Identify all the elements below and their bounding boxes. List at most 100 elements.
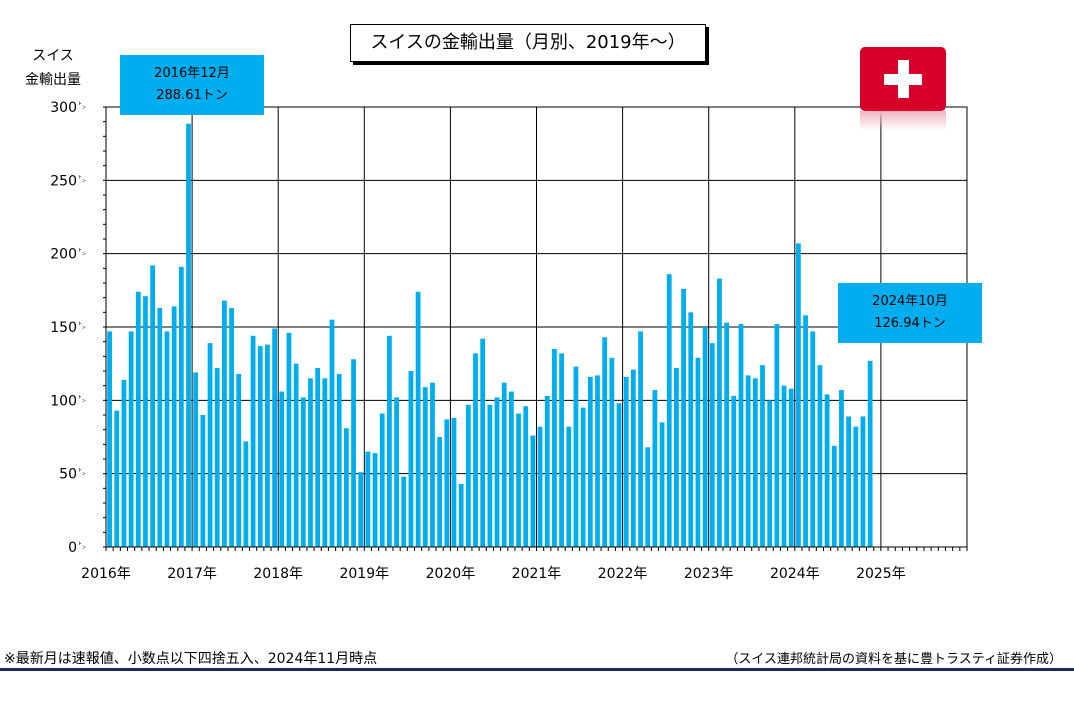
bar [702,327,708,547]
bar [623,376,629,547]
bar [214,368,220,547]
bar [458,483,464,547]
bar [178,266,184,547]
bar [530,435,536,547]
x-tick-label: 2025年 [856,566,906,582]
callout-latest-date: 2024年10月 [872,294,948,309]
bar [401,476,407,547]
bar [157,307,163,547]
callout-latest-value: 126.94トン [874,316,946,331]
bar [509,391,514,547]
bar [731,395,737,547]
bar [839,390,844,547]
bar [544,395,550,547]
bar [630,369,636,547]
source-note: （スイス連邦統計局の資料を基に豊トラスティ証券作成） [725,652,1062,667]
y-tick-unit: ㌧ [78,321,86,330]
bar [803,315,808,547]
bar [250,335,256,547]
bar [150,265,156,547]
bar [315,368,321,547]
bar [372,453,378,547]
callout-peak-value: 288.61トン [156,88,228,103]
flag-reflection [860,111,946,131]
bar [831,445,837,547]
bar [437,437,443,547]
bar [609,357,615,547]
bar [846,416,851,547]
y-tick-unit: ㌧ [78,101,86,110]
bottom-rule [0,668,1074,671]
bar [279,391,285,547]
bar [236,373,242,547]
bar [171,306,177,547]
bar [738,324,744,547]
callout-latest-2024-10: 2024年10月 126.94トン [838,283,982,343]
bar [394,397,399,547]
bar [143,296,148,547]
flag-cross-vertical [898,60,909,98]
bar [207,343,213,547]
bar [781,385,787,547]
bar [379,413,385,547]
bar [824,394,830,547]
bar [760,365,765,547]
bar [796,243,801,547]
bar [107,331,112,547]
bar [674,368,679,547]
bar [135,291,141,547]
x-tick-label: 2017年 [167,566,217,582]
bar [480,338,486,547]
bar [387,335,392,547]
bar [336,373,342,547]
bar [666,274,672,547]
y-axis-title: スイス 金輸出量 [18,44,88,92]
bar [817,365,823,547]
bar [308,378,313,547]
bar [788,388,794,547]
bar [243,441,249,547]
y-tick-unit: ㌧ [78,468,86,477]
bar [329,319,335,547]
bar [767,400,773,547]
bar [408,371,414,547]
swiss-flag-icon [860,47,946,111]
bar [164,331,170,547]
bar [616,403,622,547]
bar [114,410,120,547]
bar [688,312,694,547]
bar [272,328,277,547]
y-tick-label: 200 [50,247,77,263]
bar [257,346,263,547]
y-tick-unit: ㌧ [78,394,86,403]
bar [566,426,572,547]
callout-peak-date: 2016年12月 [154,66,230,81]
bar [810,331,816,547]
chart-title: スイスの金輸出量（月別、2019年～） [350,24,706,62]
y-tick-label: 300 [50,100,77,116]
bar [573,366,579,547]
x-tick-label: 2016年 [81,566,131,582]
y-axis-title-line1: スイス [32,48,74,64]
y-tick-label: 0 [68,540,77,556]
bar [580,407,586,547]
bar [523,406,529,547]
bar [602,337,608,547]
bar [186,123,191,548]
bar [494,397,500,547]
x-tick-label: 2024年 [770,566,820,582]
bar [128,331,134,547]
y-tick-label: 100 [50,393,77,409]
y-tick-unit: ㌧ [78,174,86,183]
bar [293,363,299,547]
bar [587,376,593,547]
bar [552,349,557,547]
bar [516,413,521,547]
bar [365,451,371,547]
bar [193,372,199,547]
x-tick-label: 2022年 [598,566,648,582]
y-tick-label: 50 [59,467,77,483]
bar [595,375,600,547]
